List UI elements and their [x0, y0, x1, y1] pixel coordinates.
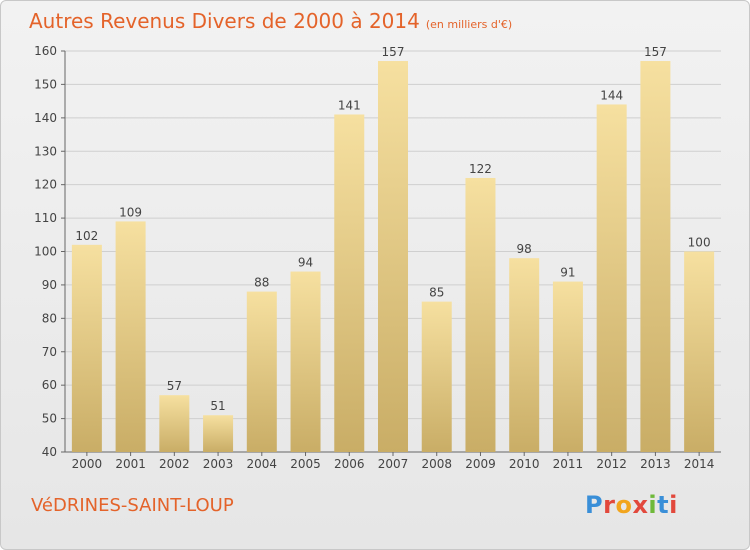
y-tick-label: 40 — [42, 445, 57, 459]
data-label-2005: 94 — [298, 256, 313, 270]
x-tick-label-2000: 2000 — [72, 457, 103, 471]
x-tick-label-2006: 2006 — [334, 457, 365, 471]
chart-title-text: Autres Revenus Divers de 2000 à 2014 — [29, 9, 420, 33]
bar-2008 — [421, 301, 452, 452]
bar-2014 — [684, 251, 715, 452]
bar-2002 — [159, 395, 190, 452]
proxiti-logo[interactable]: Proxiti — [585, 491, 678, 519]
y-tick-label: 60 — [42, 378, 57, 392]
bar-2004 — [246, 291, 277, 452]
commune-name: VéDRINES-SAINT-LOUP — [31, 495, 234, 516]
logo-letter: r — [603, 491, 616, 519]
x-tick-label-2011: 2011 — [553, 457, 584, 471]
data-label-2001: 109 — [119, 205, 142, 219]
bar-2012 — [596, 104, 627, 452]
y-tick-label: 130 — [34, 144, 57, 158]
logo-letter: t — [657, 491, 670, 519]
bar-2005 — [290, 271, 321, 452]
data-label-2011: 91 — [560, 266, 575, 280]
y-tick-label: 80 — [42, 311, 57, 325]
x-tick-label-2002: 2002 — [159, 457, 190, 471]
bar-2006 — [334, 114, 365, 452]
bar-2001 — [115, 221, 146, 452]
data-label-2007: 157 — [382, 45, 405, 59]
logo-letter: P — [585, 491, 604, 519]
data-label-2008: 85 — [429, 286, 444, 300]
y-tick-label: 70 — [42, 345, 57, 359]
x-tick-label-2001: 2001 — [115, 457, 146, 471]
chart-subtitle: (en milliers d'€) — [425, 18, 513, 31]
bar-2010 — [509, 258, 540, 452]
x-tick-label-2012: 2012 — [596, 457, 627, 471]
x-tick-label-2007: 2007 — [378, 457, 409, 471]
logo-letter: i — [669, 491, 678, 519]
data-label-2003: 51 — [210, 399, 225, 413]
data-label-2014: 100 — [688, 236, 711, 250]
bar-2000 — [71, 244, 102, 452]
x-tick-label-2003: 2003 — [203, 457, 234, 471]
bar-2013 — [640, 61, 671, 453]
bars — [71, 61, 715, 453]
bar-2007 — [378, 61, 408, 453]
x-tick-label-2004: 2004 — [247, 457, 278, 471]
data-label-2013: 157 — [644, 45, 667, 59]
x-tick-label-2010: 2010 — [509, 457, 540, 471]
y-tick-label: 140 — [34, 111, 57, 125]
y-tick-label: 110 — [34, 211, 57, 225]
data-label-2012: 144 — [600, 88, 623, 102]
y-tick-label: 90 — [42, 278, 57, 292]
y-tick-label: 150 — [34, 77, 57, 91]
data-label-2002: 57 — [167, 379, 182, 393]
bar-2003 — [203, 415, 234, 452]
logo-letter: i — [648, 491, 658, 519]
labels: 102 2000 109 2001 57 2002 51 2003 88 2004 94 2005 14… — [72, 45, 715, 471]
x-tick-label-2013: 2013 — [640, 457, 671, 471]
y-tick-label: 50 — [42, 412, 57, 426]
bar-2009 — [465, 177, 496, 452]
data-label-2004: 88 — [254, 276, 269, 290]
chart-title: Autres Revenus Divers de 2000 à 2014 (en … — [29, 9, 512, 33]
bar-2011 — [552, 281, 583, 452]
data-label-2006: 141 — [338, 98, 361, 112]
data-label-2009: 122 — [469, 162, 492, 176]
x-tick-label-2014: 2014 — [684, 457, 715, 471]
x-tick-label-2009: 2009 — [465, 457, 496, 471]
data-label-2000: 102 — [75, 229, 98, 243]
x-tick-label-2005: 2005 — [290, 457, 321, 471]
y-tick-label: 120 — [34, 178, 57, 192]
logo-letter: x — [632, 491, 649, 519]
logo-letter: o — [615, 491, 633, 519]
x-tick-label-2008: 2008 — [421, 457, 452, 471]
y-tick-label: 100 — [34, 245, 57, 259]
data-label-2010: 98 — [517, 242, 532, 256]
y-tick-label: 160 — [34, 44, 57, 58]
